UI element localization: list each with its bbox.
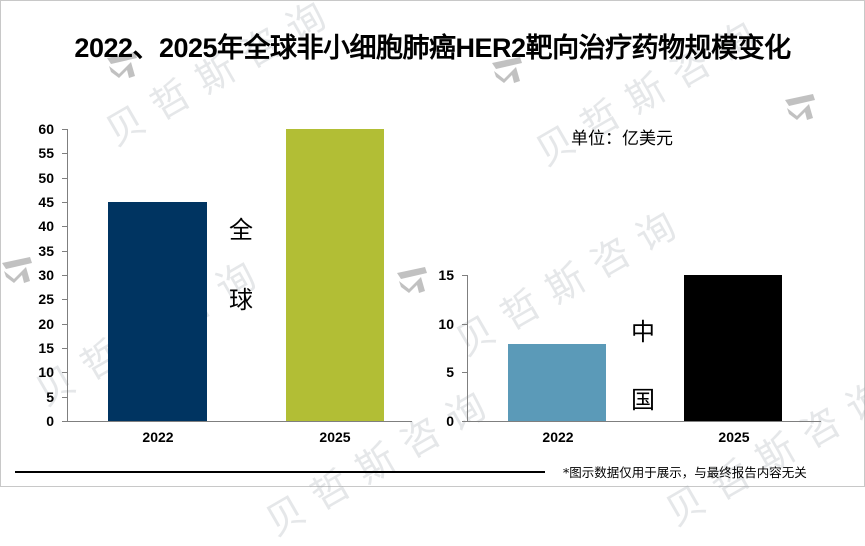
y-tick [62,202,68,203]
y-tick [62,178,68,179]
watermark-logo-icon [397,267,427,293]
y-tick-label: 15 [438,267,454,283]
x-tick-label: 2025 [319,429,351,445]
y-tick-label: 5 [446,364,454,380]
region-label-char: 全 [229,216,253,244]
watermark-logo-icon [492,57,522,83]
y-tick-label: 40 [38,218,54,234]
watermark-logo-icon [107,52,137,78]
region-label-char: 球 [229,286,253,314]
y-tick-label: 25 [38,291,54,307]
y-tick [62,397,68,398]
y-tick-label: 5 [46,389,54,405]
y-tick [62,251,68,252]
y-tick-label: 45 [38,194,54,210]
y-tick-label: 50 [38,170,54,186]
y-tick-label: 60 [38,121,54,137]
y-tick-label: 0 [446,413,454,429]
y-tick-label: 55 [38,145,54,161]
y-tick [62,275,68,276]
chart-title: 2022、2025年全球非小细胞肺癌HER2靶向治疗药物规模变化 [74,33,791,63]
y-tick-label: 0 [46,413,54,429]
y-tick-label: 10 [438,316,454,332]
y-tick [62,421,68,422]
y-tick-label: 10 [38,364,54,380]
unit-label: 单位：亿美元 [571,129,673,149]
y-tick-label: 20 [38,316,54,332]
y-tick [462,421,468,422]
bar-global-2022 [108,202,207,421]
y-tick [462,324,468,325]
y-tick [62,348,68,349]
y-tick-label: 30 [38,267,54,283]
bar-global-2025 [286,129,384,421]
y-tick-label: 15 [38,340,54,356]
y-tick [62,299,68,300]
y-tick [62,226,68,227]
footer-divider [15,471,545,473]
y-tick-label: 35 [38,243,54,259]
bar-china-2022 [508,344,606,421]
y-tick [462,372,468,373]
x-tick-label: 2025 [718,429,750,445]
watermark-logo-icon [785,94,815,120]
watermark-logo-icon [2,257,32,283]
china-y-axis [467,275,468,422]
y-tick [462,275,468,276]
y-tick [62,324,68,325]
y-tick [62,129,68,130]
global-x-axis [62,421,412,422]
china-x-axis [467,421,821,422]
region-label-char: 国 [631,386,655,414]
x-tick-label: 2022 [142,429,174,445]
y-tick [62,372,68,373]
region-label-char: 中 [631,318,655,346]
footnote: *图示数据仅用于展示，与最终报告内容无关 [563,465,807,480]
x-tick-label: 2022 [542,429,574,445]
y-tick [62,153,68,154]
bar-china-2025 [684,275,782,421]
